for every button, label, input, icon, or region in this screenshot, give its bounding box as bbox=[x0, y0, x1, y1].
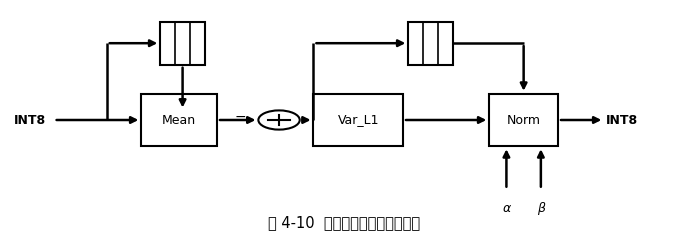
Text: Mean: Mean bbox=[162, 114, 196, 126]
Bar bbox=[408, 22, 453, 65]
Text: Var_L1: Var_L1 bbox=[338, 114, 379, 126]
Text: α: α bbox=[502, 202, 511, 215]
Text: Norm: Norm bbox=[506, 114, 541, 126]
Text: −: − bbox=[234, 110, 246, 124]
Bar bbox=[160, 22, 205, 65]
Bar bbox=[489, 94, 558, 146]
Text: β: β bbox=[537, 202, 545, 215]
Ellipse shape bbox=[258, 110, 300, 130]
Text: INT8: INT8 bbox=[14, 114, 46, 126]
Text: INT8: INT8 bbox=[606, 114, 639, 126]
Bar bbox=[141, 94, 217, 146]
Text: 图 4-10  层归一化计算单元架构图: 图 4-10 层归一化计算单元架构图 bbox=[269, 216, 420, 230]
Bar bbox=[313, 94, 403, 146]
